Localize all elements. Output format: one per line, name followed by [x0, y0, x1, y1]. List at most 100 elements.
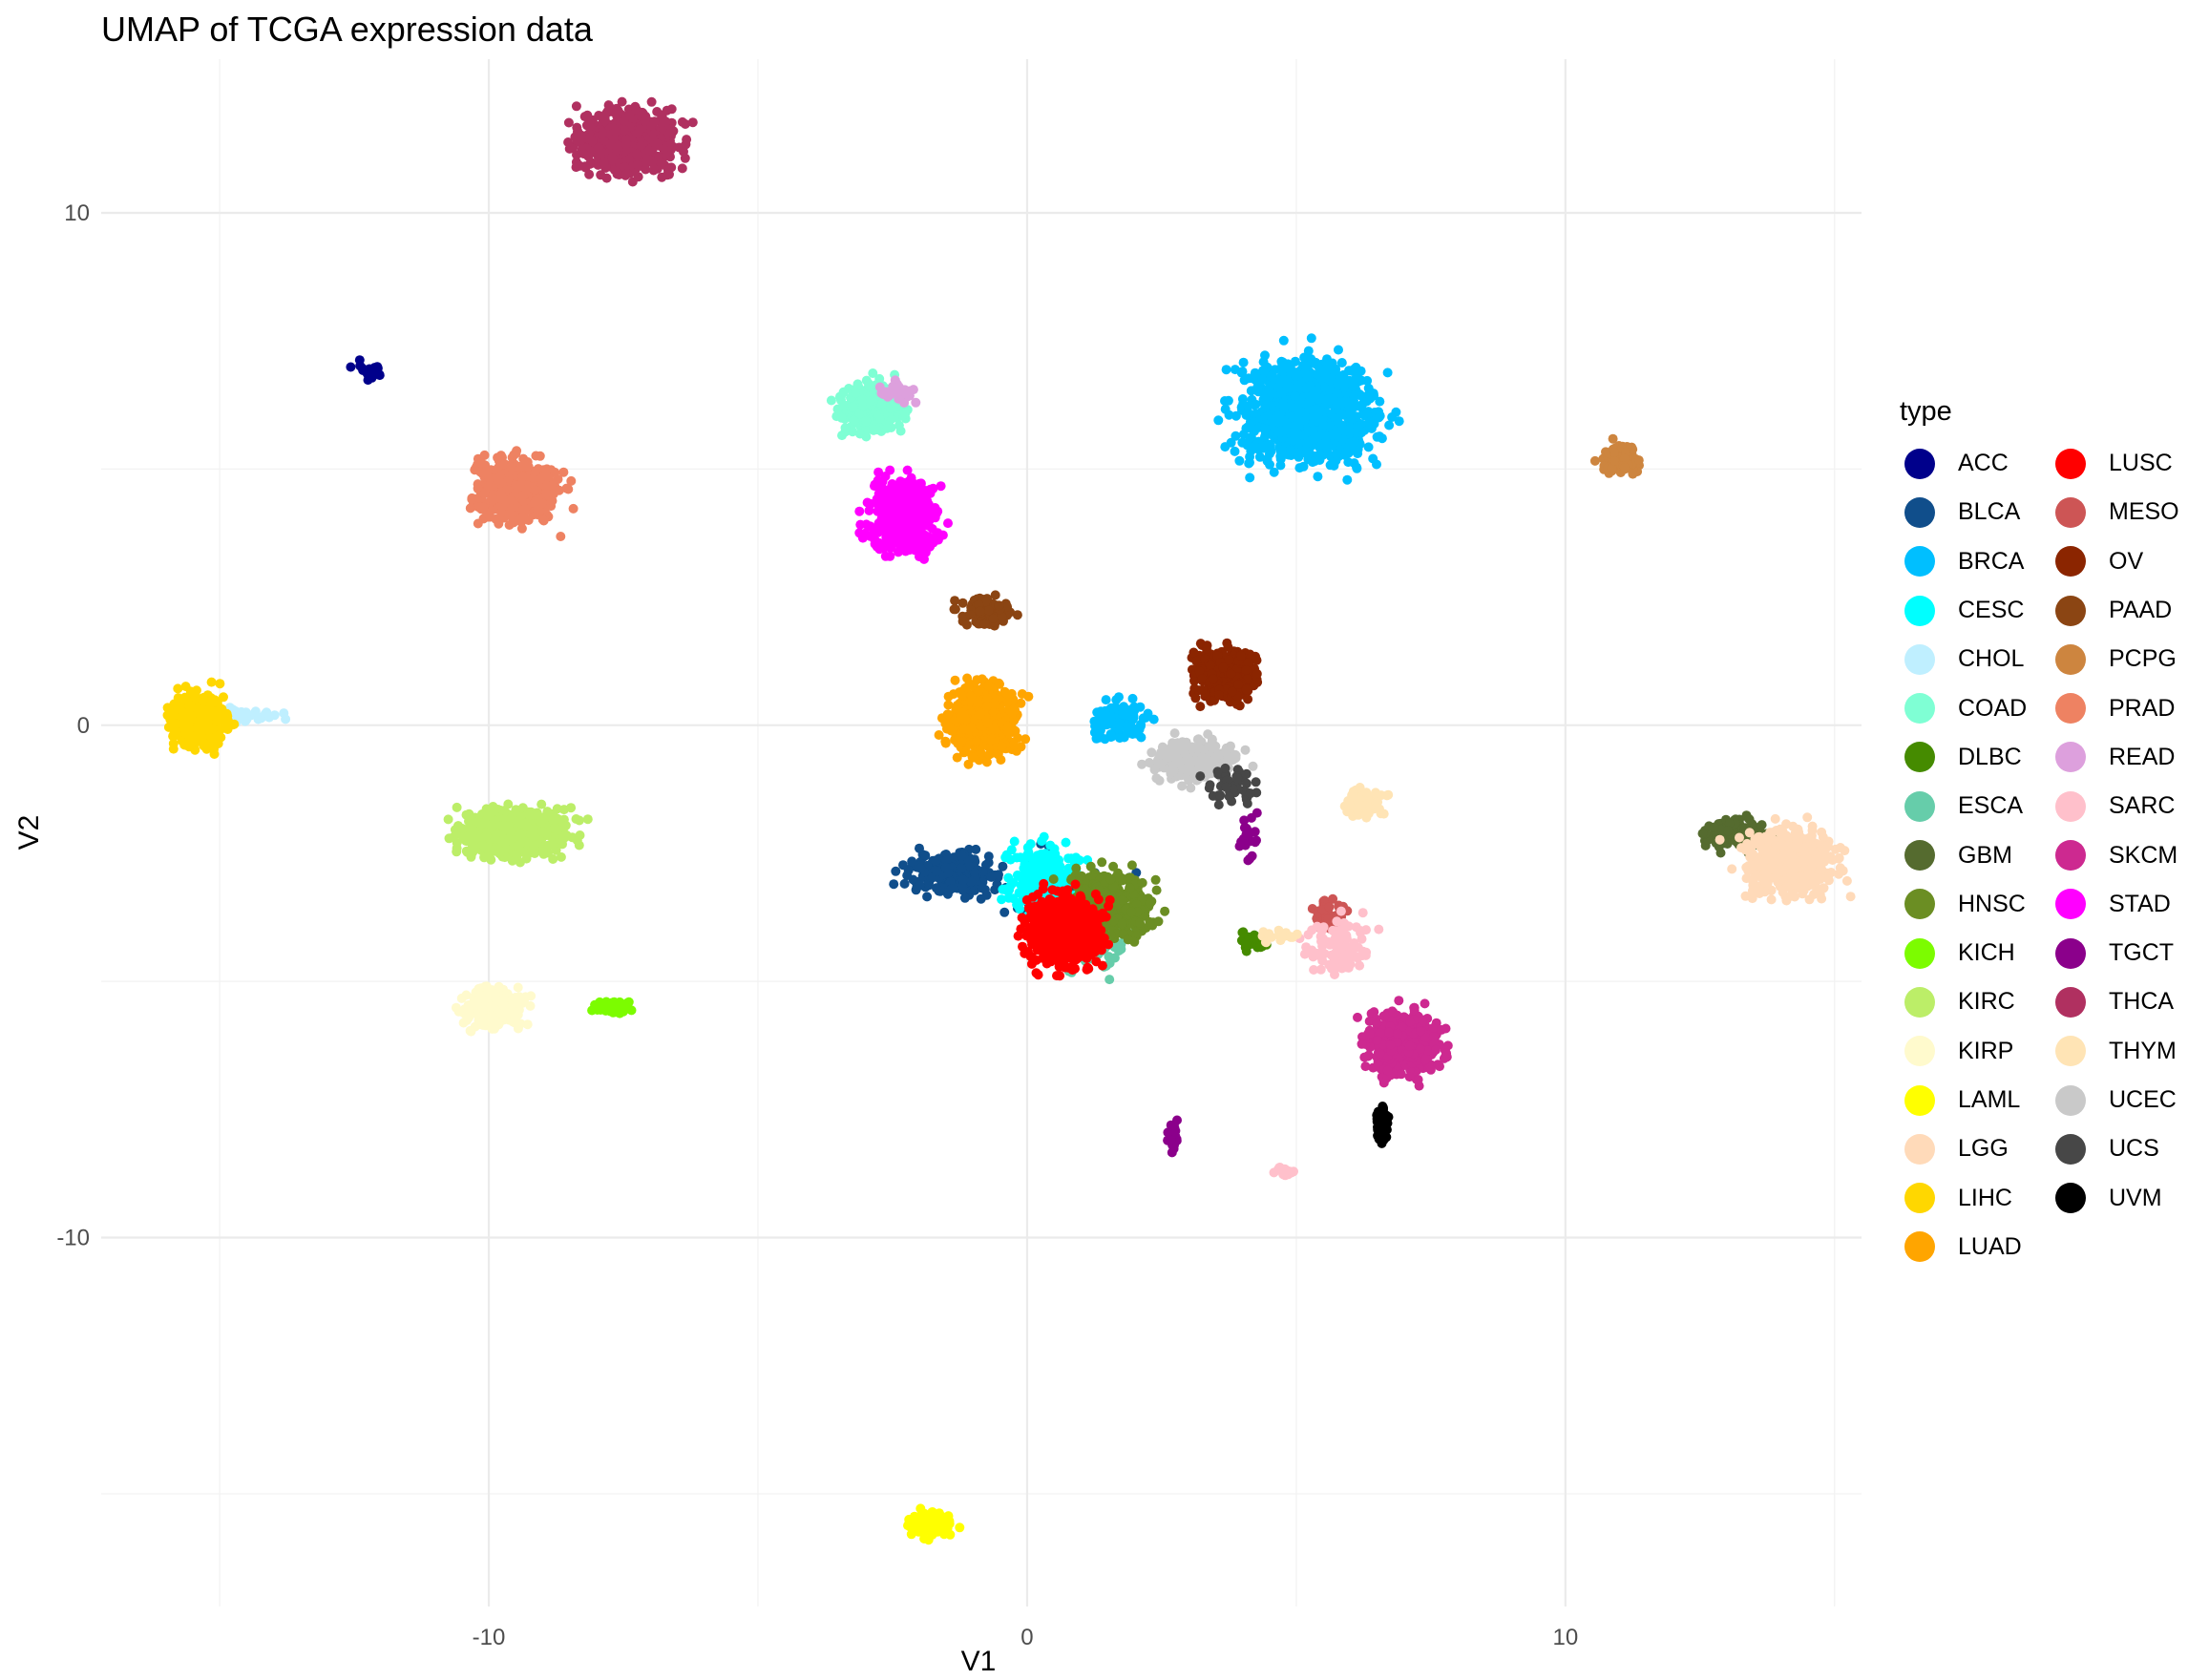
- point-kirp: [466, 1026, 476, 1037]
- point-brca: [1276, 378, 1287, 388]
- point-kirc: [511, 805, 521, 815]
- point-kirc: [548, 854, 558, 864]
- point-kirp: [471, 999, 481, 1010]
- point-kirp: [499, 1001, 510, 1012]
- point-brca: [1278, 364, 1289, 374]
- point-coad: [851, 388, 861, 398]
- point-coad: [872, 425, 882, 435]
- point-brca: [1304, 396, 1315, 407]
- point-coad: [854, 429, 865, 439]
- point-lihc: [227, 720, 238, 730]
- point-brca: [1243, 422, 1253, 432]
- point-kirc: [467, 814, 477, 825]
- point-blca: [931, 855, 941, 866]
- point-brca: [1283, 450, 1294, 460]
- point-cesc: [1036, 862, 1045, 872]
- point-acc: [374, 370, 385, 381]
- point-blca: [915, 863, 926, 873]
- point-kirp: [494, 982, 505, 993]
- point-cesc: [1058, 875, 1068, 885]
- point-brca: [1234, 455, 1245, 466]
- point-brca: [1362, 375, 1373, 386]
- point-hnsc: [1117, 918, 1127, 929]
- point-brca: [1324, 385, 1335, 395]
- point-cesc: [1025, 884, 1036, 894]
- point-cesc: [998, 884, 1008, 894]
- point-kirc: [500, 838, 511, 849]
- point-lgg: [1794, 857, 1804, 868]
- point-kirc: [536, 799, 547, 809]
- point-brca: [1384, 420, 1395, 430]
- point-kirp: [473, 983, 484, 994]
- point-brca: [1230, 365, 1240, 375]
- point-kirc: [536, 816, 546, 827]
- point-kirc: [582, 814, 593, 825]
- point-coad: [875, 413, 885, 424]
- point-kirp: [509, 1010, 519, 1020]
- point-brca: [1362, 409, 1373, 419]
- point-brca: [1238, 357, 1249, 368]
- point-luad: [950, 675, 960, 685]
- point-lihc: [173, 693, 183, 704]
- point-brca: [1313, 472, 1323, 482]
- point-luad: [940, 736, 951, 746]
- point-kirc: [520, 836, 531, 847]
- point-brca: [1278, 335, 1289, 346]
- point-coad: [861, 416, 872, 427]
- point-brca: [1254, 452, 1265, 462]
- point-cesc: [1008, 893, 1019, 904]
- point-brca: [1320, 365, 1331, 375]
- point-brca: [1334, 345, 1343, 355]
- point-chol: [264, 712, 274, 723]
- point-kirp: [479, 994, 490, 1004]
- point-brca: [1261, 400, 1272, 410]
- point-brca: [1355, 439, 1365, 450]
- series-kirp: [451, 981, 536, 1037]
- point-kirc: [558, 805, 569, 815]
- point-kirc: [537, 844, 548, 854]
- point-hnsc: [1123, 934, 1133, 945]
- point-kirc: [494, 849, 505, 859]
- point-coad: [894, 420, 904, 430]
- point-brca: [1243, 407, 1253, 417]
- point-lgg: [1740, 891, 1751, 901]
- point-lgg: [1749, 873, 1759, 884]
- series-luad: [934, 673, 1034, 769]
- point-lihc: [198, 725, 207, 736]
- point-blca: [983, 851, 994, 862]
- point-lihc: [162, 710, 173, 721]
- point-brca: [1353, 449, 1363, 459]
- point-brca: [1275, 428, 1286, 437]
- point-cesc: [1006, 845, 1017, 855]
- point-brca: [1278, 415, 1289, 426]
- point-brca: [1375, 396, 1385, 407]
- point-brca: [1364, 417, 1374, 428]
- chart-title: UMAP of TCGA expression data: [101, 10, 593, 49]
- point-laml: [912, 1516, 922, 1526]
- point-brca: [1332, 449, 1341, 459]
- data-points: [162, 96, 1856, 1545]
- point-acc: [346, 362, 356, 372]
- point-brca: [1298, 461, 1309, 472]
- point-lgg: [1782, 831, 1793, 842]
- point-hnsc: [1048, 874, 1059, 884]
- point-luad: [963, 759, 974, 769]
- point-coad: [865, 396, 875, 407]
- point-lgg: [1779, 865, 1790, 874]
- point-chol: [230, 706, 241, 716]
- point-brca: [1259, 431, 1270, 442]
- point-hnsc: [1126, 860, 1137, 871]
- point-lgg: [1767, 847, 1778, 857]
- point-kirc: [537, 827, 547, 837]
- point-lgg: [1804, 894, 1815, 905]
- point-brca: [1089, 716, 1100, 726]
- point-hnsc: [1117, 875, 1127, 886]
- point-luad: [1020, 734, 1031, 745]
- point-brca: [1328, 365, 1338, 375]
- point-brca: [1101, 695, 1111, 705]
- point-lgg: [1818, 832, 1828, 843]
- point-blca: [957, 863, 967, 873]
- series-laml: [903, 1503, 965, 1545]
- point-brca: [1148, 714, 1159, 724]
